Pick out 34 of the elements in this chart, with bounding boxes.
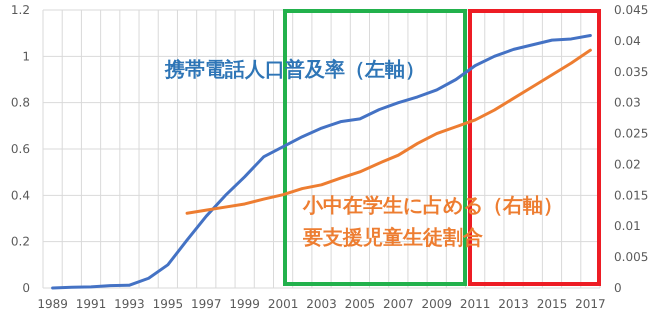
y2-tick-label: 0.045	[614, 3, 648, 17]
y-tick-label: 1	[22, 49, 30, 64]
line-series	[51, 34, 592, 290]
x-tick-label: 2009	[421, 297, 452, 311]
y2-tick-label: 0.015	[614, 188, 648, 202]
y2-tick-label: 0.02	[614, 157, 641, 172]
y-tick-label: 0.8	[10, 96, 30, 110]
y-tick-label: 0.6	[10, 142, 30, 156]
x-tick-label: 2001	[268, 297, 298, 311]
x-tick-label: 1999	[229, 297, 260, 311]
y2-tick-label: 0.035	[614, 64, 648, 79]
x-tick-label: 1991	[76, 297, 106, 311]
y2-tick-label: 0.005	[614, 250, 648, 264]
x-tick-label: 2007	[383, 297, 414, 311]
y2-tick-label: 0.01	[614, 219, 641, 234]
y2-tick-label: 0.025	[614, 126, 648, 141]
x-tick-label: 2003	[306, 297, 337, 311]
x-tick-label: 2015	[536, 297, 568, 311]
y2-tick-label: 0.03	[614, 96, 641, 110]
x-tick-label: 1993	[114, 297, 145, 311]
y-tick-label: 0	[22, 281, 30, 295]
y2-tick-label: 0	[614, 281, 622, 295]
y2-tick-label: 0.04	[614, 34, 641, 48]
y-tick-label: 0.2	[10, 234, 30, 249]
x-tick-label: 1989	[37, 297, 68, 311]
y-tick-label: 0.4	[10, 188, 30, 202]
x-tick-label: 2017	[575, 297, 606, 311]
x-tick-label: 2013	[498, 297, 529, 311]
x-tick-label: 2011	[460, 297, 490, 311]
line-series	[186, 48, 592, 215]
x-tick-label: 1997	[190, 297, 222, 311]
y-tick-label: 1.2	[10, 3, 30, 17]
x-tick-label: 2005	[344, 297, 376, 311]
x-tick-label: 1995	[152, 297, 184, 311]
